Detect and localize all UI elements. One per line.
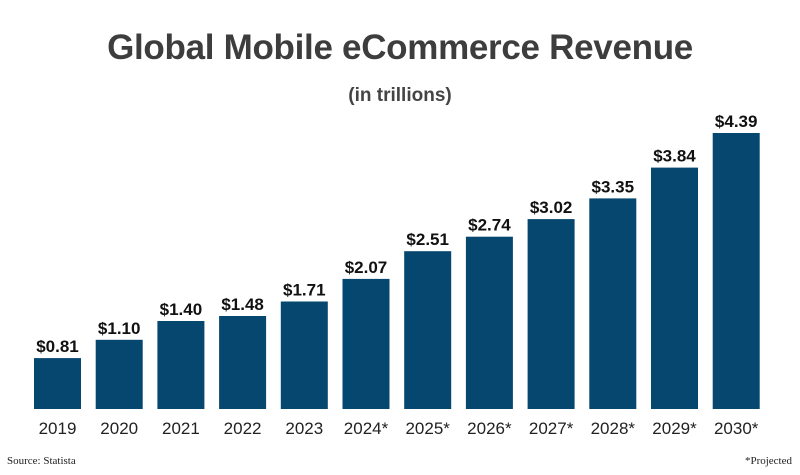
value-label: $2.74	[468, 216, 511, 235]
value-label: $1.10	[98, 319, 141, 338]
bar-2030-projected	[712, 133, 760, 409]
category-label: 2027*	[529, 419, 574, 438]
category-label: 2023	[285, 419, 323, 438]
value-label: $3.35	[592, 177, 635, 196]
bar-2027-projected	[527, 219, 575, 409]
chart-subtitle: (in trillions)	[348, 85, 452, 106]
value-label: $1.71	[283, 281, 326, 300]
category-label: 2024*	[344, 419, 389, 438]
category-label: 2022	[224, 419, 262, 438]
bar-2020	[95, 339, 143, 409]
category-label: 2028*	[591, 419, 636, 438]
chart-title: Global Mobile eCommerce Revenue	[107, 28, 693, 67]
bar-2029-projected	[651, 167, 698, 409]
category-label: 2025*	[405, 419, 450, 438]
source-note: Source: Statista	[7, 455, 76, 467]
bar-2026-projected	[465, 236, 513, 409]
value-label: $1.48	[221, 295, 264, 314]
value-label: $4.39	[715, 112, 758, 131]
value-label: $0.81	[36, 337, 79, 356]
category-label: 2030*	[714, 419, 759, 438]
bar-2025-projected	[404, 251, 452, 409]
bar-2022	[219, 316, 267, 409]
bar-2021	[157, 321, 205, 409]
category-label: 2026*	[467, 419, 512, 438]
value-label: $3.84	[653, 147, 696, 166]
value-label: $2.51	[406, 230, 449, 249]
bar-2024-projected	[342, 278, 390, 409]
value-label: $1.40	[160, 300, 203, 319]
value-label: $2.07	[345, 258, 388, 277]
projected-note: *Projected	[744, 455, 792, 467]
bar-2023	[280, 301, 328, 409]
category-label: 2021	[162, 419, 200, 438]
category-label: 2029*	[652, 419, 697, 438]
value-label: $3.02	[530, 198, 573, 217]
bar-2028-projected	[589, 198, 637, 409]
category-label: 2019	[39, 419, 77, 438]
category-label: 2020	[100, 419, 138, 438]
bar-2019	[34, 358, 81, 409]
